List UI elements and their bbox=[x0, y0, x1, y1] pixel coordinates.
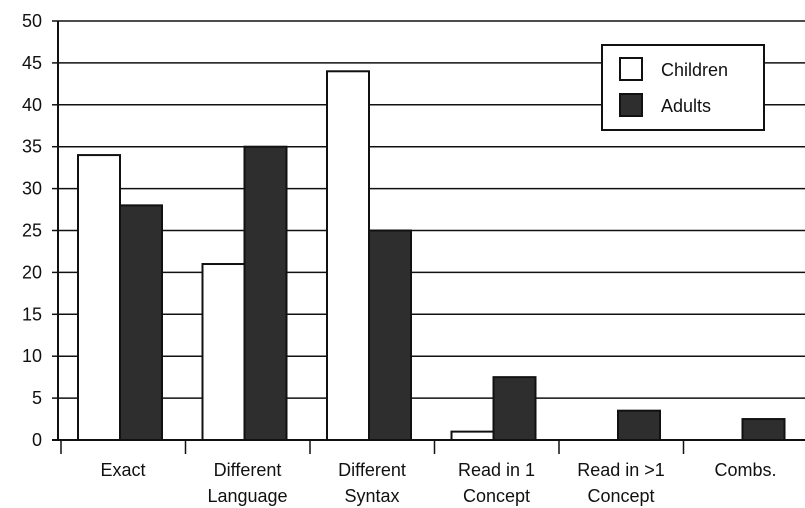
x-category-label: Concept bbox=[463, 486, 530, 506]
y-tick-label: 25 bbox=[22, 221, 42, 241]
x-category-label: Language bbox=[207, 486, 287, 506]
legend-label-children: Children bbox=[661, 60, 728, 80]
x-category-label: Exact bbox=[100, 460, 145, 480]
bar-adults-2 bbox=[368, 229, 412, 441]
bar-children-0 bbox=[77, 154, 121, 442]
legend-label-adults: Adults bbox=[661, 96, 711, 116]
y-tick-label: 35 bbox=[22, 137, 42, 157]
bar-adults-3 bbox=[492, 376, 537, 441]
bar-children-2 bbox=[326, 70, 370, 441]
x-category-label: Concept bbox=[587, 486, 654, 506]
bar-children-3 bbox=[450, 430, 495, 441]
y-tick-label: 40 bbox=[22, 95, 42, 115]
y-tick-label: 45 bbox=[22, 53, 42, 73]
y-tick-label: 15 bbox=[22, 304, 42, 324]
legend-swatch-children bbox=[619, 57, 643, 81]
y-tick-label: 5 bbox=[32, 388, 42, 408]
gridlines bbox=[58, 20, 805, 399]
y-axis-ticks: 0 5 10 15 20 25 30 35 40 45 50 bbox=[22, 11, 58, 450]
x-category-label: Syntax bbox=[344, 486, 399, 506]
y-tick-label: 20 bbox=[22, 262, 42, 282]
bar-adults-1 bbox=[243, 145, 288, 441]
bar-adults-0 bbox=[119, 204, 163, 441]
y-tick-label: 30 bbox=[22, 179, 42, 199]
x-category-label: Read in >1 bbox=[577, 460, 665, 480]
axes bbox=[52, 21, 805, 454]
x-category-label: Combs. bbox=[714, 460, 776, 480]
x-axis-labels: Exact Different Language Different Syntax Rea… bbox=[100, 460, 776, 506]
bars bbox=[77, 70, 786, 442]
x-category-label: Different bbox=[338, 460, 406, 480]
y-tick-label: 0 bbox=[32, 430, 42, 450]
x-category-label: Different bbox=[214, 460, 282, 480]
legend-swatch-adults bbox=[619, 93, 643, 117]
y-tick-label: 10 bbox=[22, 346, 42, 366]
x-category-label: Read in 1 bbox=[458, 460, 535, 480]
legend: Children Adults bbox=[601, 44, 765, 131]
bar-children-1 bbox=[201, 263, 246, 441]
bar-adults-5 bbox=[741, 418, 786, 441]
y-tick-label: 50 bbox=[22, 11, 42, 31]
bar-adults-4 bbox=[617, 409, 661, 442]
